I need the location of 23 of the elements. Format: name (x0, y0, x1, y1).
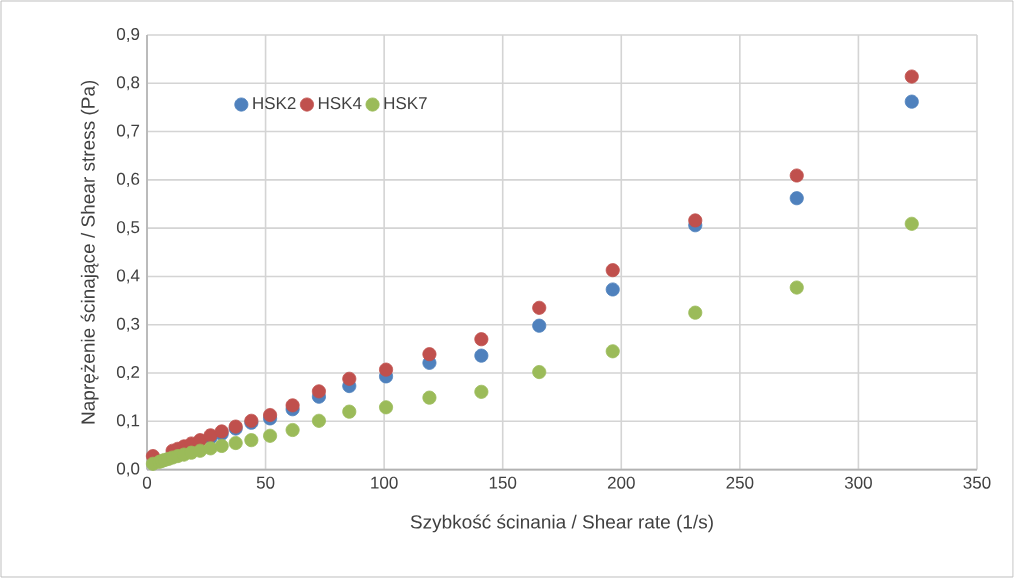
legend-label: HSK2 (253, 97, 296, 110)
y-tick-label: 0,3 (116, 317, 140, 332)
x-tick-label: 300 (844, 476, 872, 489)
legend-label: HSK7 (384, 97, 427, 110)
y-tick-label: 0,9 (116, 27, 140, 43)
y-tick-label: 0,2 (116, 366, 140, 381)
x-tick-label: 250 (726, 476, 754, 489)
y-tick-label: 0,0 (116, 462, 140, 477)
x-tick-label: 100 (371, 476, 398, 489)
y-tick-label: 0,5 (116, 221, 140, 236)
x-tick-label: 200 (607, 476, 635, 489)
legend-label: HSK4 (318, 97, 362, 110)
y-tick-label: 0,6 (116, 172, 140, 187)
x-tick-label: 50 (256, 476, 275, 489)
x-axis-title: Szybkość ścinania / Shear rate (1/s) (410, 514, 713, 533)
y-tick-label: 0,4 (116, 269, 140, 284)
x-tick-label: 350 (963, 476, 991, 489)
x-tick-label: 150 (489, 476, 517, 489)
y-tick-label: 0,8 (116, 76, 140, 91)
y-axis-title: Naprężenie ścinające / Shear stress (Pa) (80, 80, 99, 424)
x-tick-label: 0 (142, 476, 152, 489)
y-tick-label: 0,7 (116, 124, 140, 139)
y-tick-label: 0,1 (116, 414, 140, 429)
